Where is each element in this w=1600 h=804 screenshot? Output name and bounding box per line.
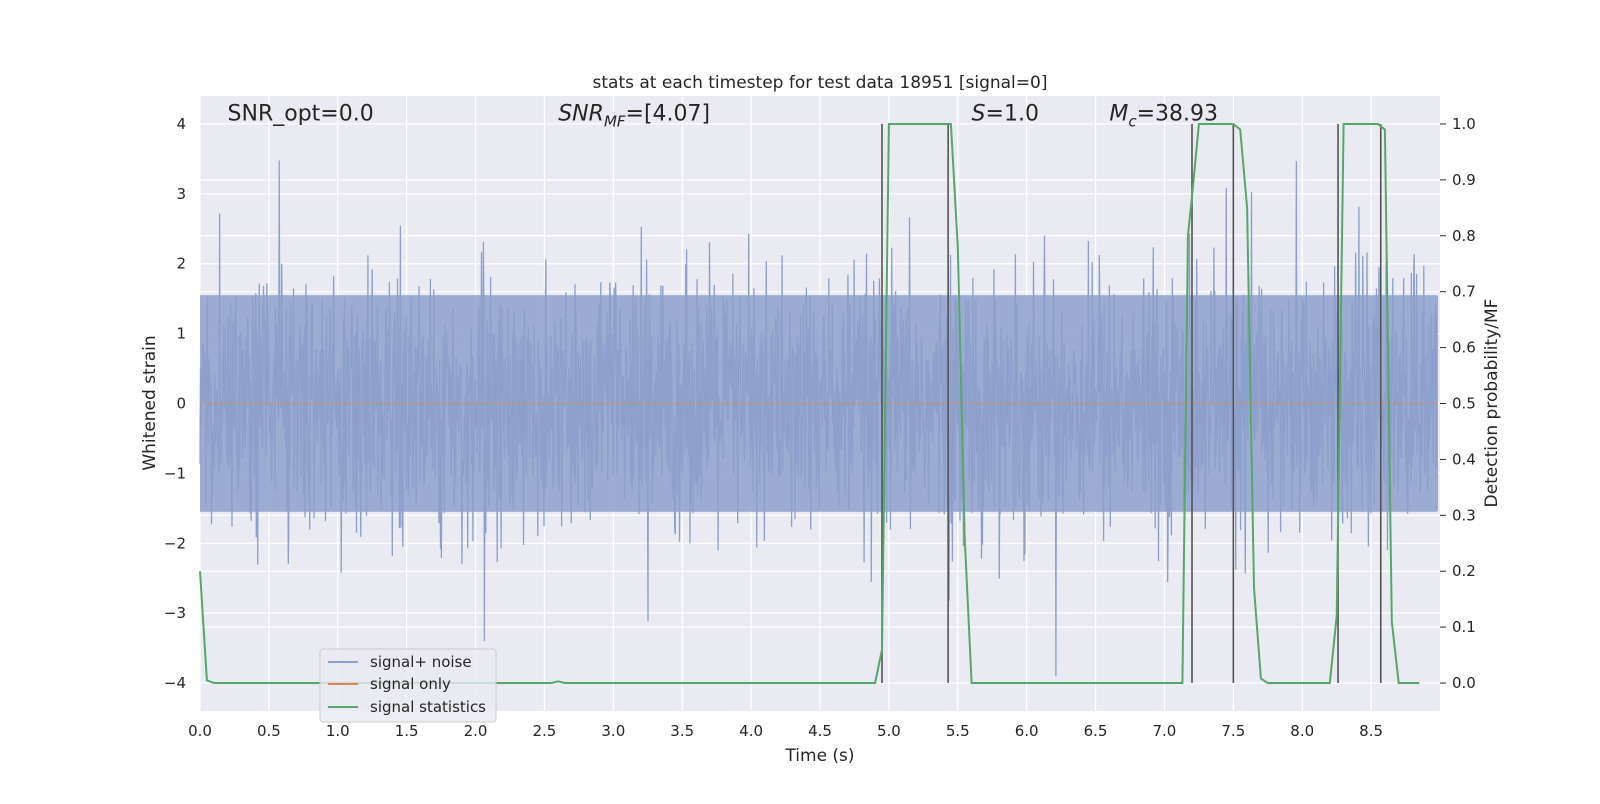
y-right-tick-label: 0.1 — [1452, 618, 1476, 636]
y-axis-label: Whitened strain — [140, 335, 160, 470]
legend-box — [319, 648, 497, 723]
x-tick-label: 0.0 — [188, 722, 212, 740]
y-tick-label: −1 — [164, 464, 186, 482]
y-tick-label: −2 — [164, 534, 186, 552]
x-tick-label: 4.5 — [808, 722, 832, 740]
x-axis-label: Time (s) — [784, 746, 854, 766]
legend-label-signal: signal only — [370, 675, 451, 693]
y-tick-label: 0 — [176, 395, 186, 413]
y-right-tick-labels: 0.0 0.1 0.2 0.3 0.4 0.5 0.6 0.7 0.8 0.9 1.0 — [1440, 115, 1476, 692]
y-tick-label: 1 — [176, 325, 186, 343]
statistics-line — [199, 123, 1420, 684]
y-right-tick-label: 0.8 — [1452, 227, 1476, 245]
annotation: Mc=38.93 — [1109, 101, 1218, 130]
y-right-tick-label: 0.0 — [1452, 674, 1476, 692]
chart-title: stats at each timestep for test data 189… — [593, 73, 1048, 93]
y-tick-label: −3 — [164, 604, 186, 622]
vertical-lines — [881, 123, 1382, 684]
x-tick-label: 5.0 — [877, 722, 901, 740]
x-tick-labels: 0.0 0.5 1.0 1.5 2.0 2.5 3.0 3.5 4.0 4.5 5.0 5.5 6.0 6… — [188, 722, 1383, 740]
statistics-series — [199, 123, 1420, 684]
x-tick-label: 6.0 — [1015, 722, 1039, 740]
y-right-axis-label: Detection probability/MF — [1482, 299, 1502, 508]
annotations: SNR_opt=0.0 SNRMF=[4.07] S=1.0 Mc=38.93 — [228, 101, 1218, 130]
legend-label-noise: signal+ noise — [370, 653, 472, 671]
y-tick-labels: −4 −3 −2 −1 0 1 2 3 4 — [164, 115, 186, 692]
x-tick-label: 3.0 — [601, 722, 625, 740]
y-tick-label: −4 — [164, 674, 186, 692]
x-tick-label: 2.5 — [533, 722, 557, 740]
y-tick-label: 2 — [176, 255, 186, 273]
x-tick-label: 7.0 — [1153, 722, 1177, 740]
x-tick-label: 5.5 — [946, 722, 970, 740]
legend-label-statistics: signal statistics — [370, 698, 486, 716]
x-tick-label: 1.0 — [326, 722, 350, 740]
y-right-tick-label: 0.4 — [1452, 450, 1476, 468]
x-tick-label: 8.0 — [1290, 722, 1314, 740]
y-right-tick-label: 0.6 — [1452, 339, 1476, 357]
x-tick-label: 7.5 — [1221, 722, 1245, 740]
legend: signal+ noise signal only signal statist… — [319, 648, 497, 723]
x-tick-label: 1.5 — [395, 722, 419, 740]
y-right-tick-label: 0.5 — [1452, 395, 1476, 413]
annotation: S=1.0 — [972, 101, 1039, 126]
y-right-tick-label: 0.2 — [1452, 562, 1476, 580]
y-tick-label: 4 — [176, 115, 186, 133]
x-tick-label: 8.5 — [1359, 722, 1383, 740]
x-tick-label: 0.5 — [257, 722, 281, 740]
y-right-tick-label: 1.0 — [1452, 115, 1476, 133]
y-tick-label: 3 — [176, 185, 186, 203]
x-tick-label: 2.0 — [464, 722, 488, 740]
y-right-tick-label: 0.3 — [1452, 506, 1476, 524]
x-tick-label: 3.5 — [670, 722, 694, 740]
y-right-tick-label: 0.9 — [1452, 171, 1476, 189]
y-right-tick-label: 0.7 — [1452, 283, 1476, 301]
x-tick-label: 4.0 — [739, 722, 763, 740]
annotation: SNRMF=[4.07] — [558, 101, 710, 130]
annotation: SNR_opt=0.0 — [228, 101, 374, 126]
x-tick-label: 6.5 — [1084, 722, 1108, 740]
